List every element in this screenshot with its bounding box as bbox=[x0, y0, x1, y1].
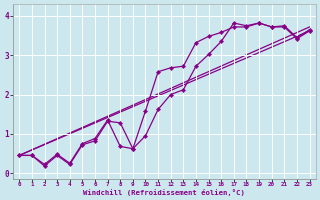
X-axis label: Windchill (Refroidissement éolien,°C): Windchill (Refroidissement éolien,°C) bbox=[84, 189, 245, 196]
